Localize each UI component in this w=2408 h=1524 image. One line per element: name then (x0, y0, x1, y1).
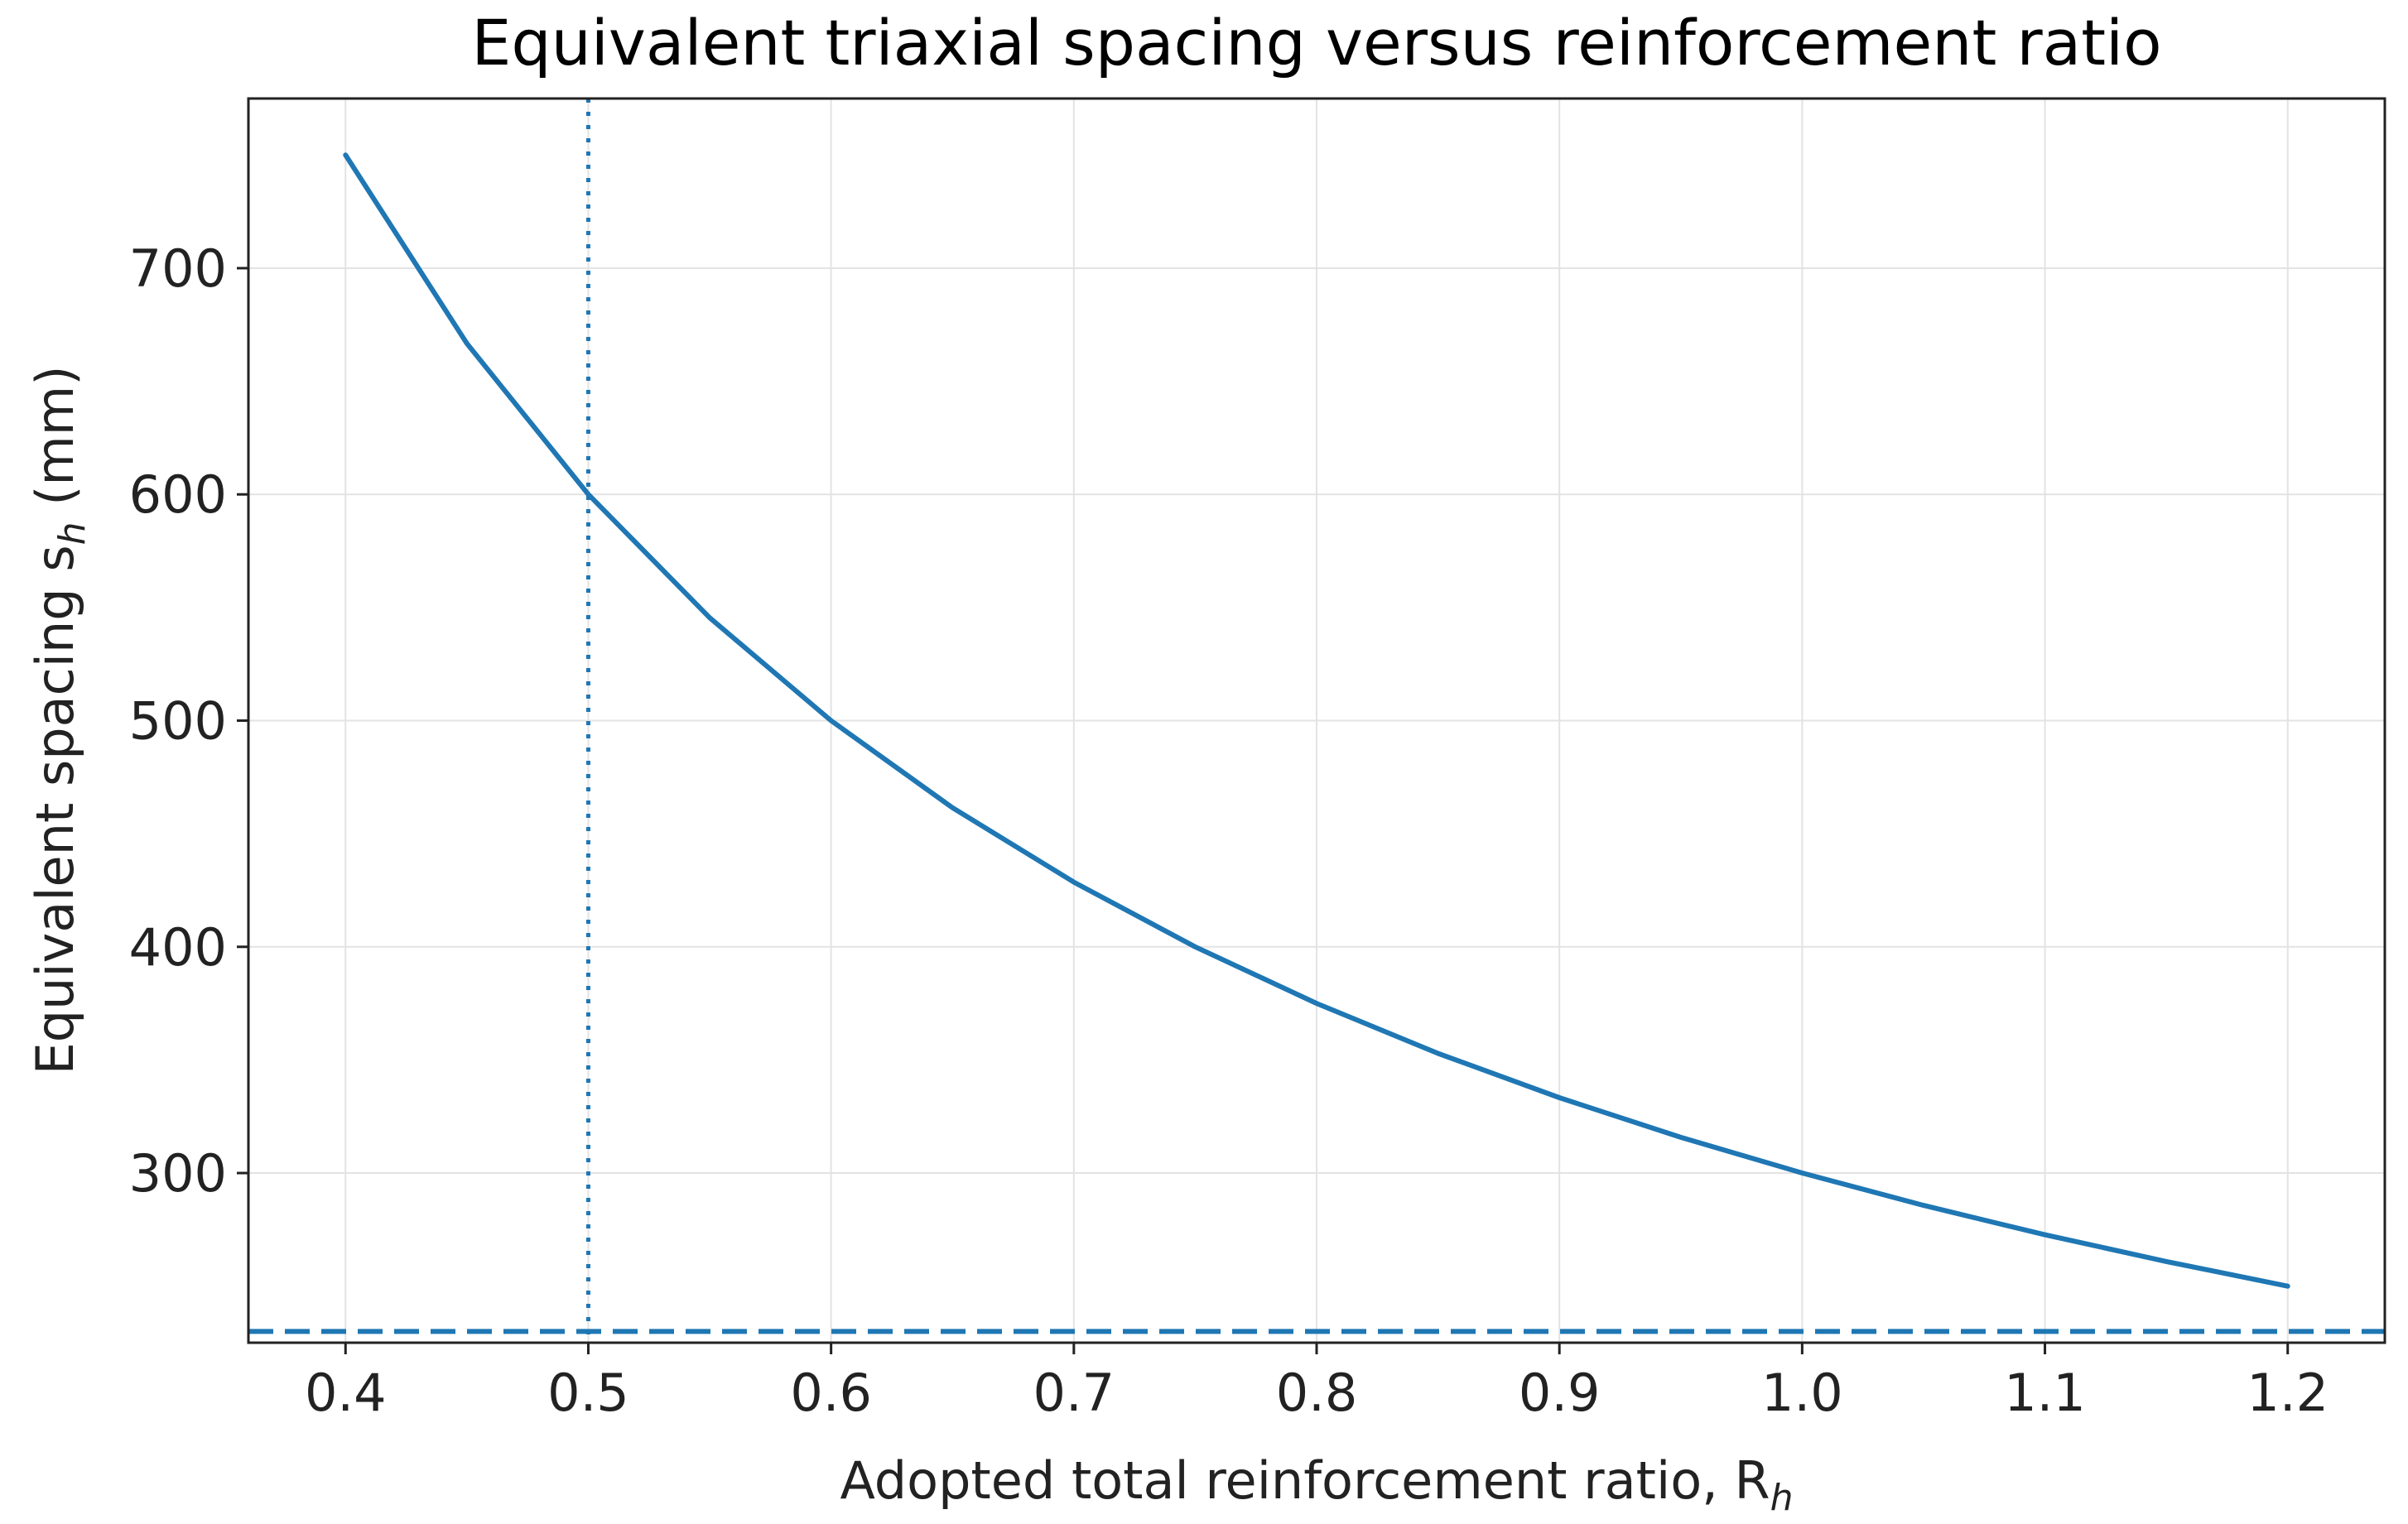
y-axis-label-unit: (mm) (25, 366, 85, 522)
series-line (343, 152, 2290, 1289)
x-tick-label: 0.6 (790, 1363, 872, 1423)
x-tick-label: 0.4 (305, 1363, 387, 1423)
y-axis-label-subscript: h (51, 522, 94, 545)
y-tick-label: 400 (129, 917, 227, 978)
x-tick-label: 1.1 (2004, 1363, 2086, 1423)
x-axis-label-text: Adopted total reinforcement ratio, R (840, 1450, 1770, 1511)
series-layer (343, 152, 2290, 1289)
y-axis: 300 400 500 600 700 (129, 238, 248, 1204)
x-axis-label: Adopted total reinforcement ratio, Rh (840, 1450, 1793, 1519)
y-axis-label: Equivalent spacing sh (mm) (25, 366, 94, 1075)
chart-title: Equivalent triaxial spacing versus reinf… (471, 6, 2161, 79)
reference-lines (248, 99, 2385, 1343)
x-axis: 0.4 0.5 0.6 0.7 0.8 0.9 1.0 1.1 1.2 (305, 1343, 2329, 1423)
x-tick-label: 1.2 (2247, 1363, 2329, 1423)
y-tick-label: 300 (129, 1143, 227, 1204)
y-tick-label: 600 (129, 464, 227, 525)
x-tick-label: 0.5 (547, 1363, 629, 1423)
grid (248, 99, 2385, 1343)
x-tick-label: 0.8 (1276, 1363, 1358, 1423)
y-tick-label: 700 (129, 238, 227, 299)
x-tick-label: 0.9 (1519, 1363, 1601, 1423)
x-tick-label: 1.0 (1761, 1363, 1843, 1423)
y-axis-label-text: Equivalent spacing s (25, 545, 85, 1074)
y-tick-label: 500 (129, 691, 227, 752)
x-tick-label: 0.7 (1033, 1363, 1115, 1423)
x-axis-label-subscript: h (1770, 1477, 1794, 1519)
